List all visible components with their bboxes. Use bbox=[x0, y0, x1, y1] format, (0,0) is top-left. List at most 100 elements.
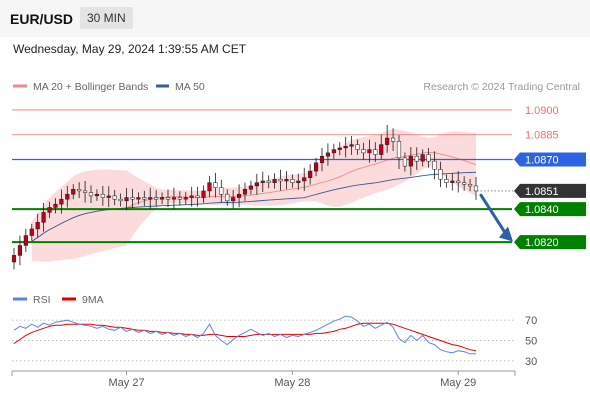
candle-body bbox=[396, 141, 402, 159]
candle-body bbox=[130, 197, 135, 200]
candle-body bbox=[59, 198, 64, 205]
level-label-1.0900: 1.0900 bbox=[525, 105, 559, 117]
candle-body bbox=[254, 182, 259, 187]
level-tag-1.0820 bbox=[514, 235, 586, 250]
rsi-chart: 70 50 30 bbox=[12, 315, 537, 368]
candle-body bbox=[225, 193, 230, 202]
candle-body bbox=[159, 197, 165, 200]
candle-body bbox=[23, 235, 28, 246]
candle-body bbox=[467, 184, 473, 187]
candle-body bbox=[296, 180, 301, 183]
candle-body bbox=[426, 154, 431, 162]
candle-body bbox=[308, 170, 313, 178]
candle-body bbox=[325, 152, 331, 157]
header-bar: EUR/USD 30 MIN bbox=[0, 0, 590, 37]
candle-body bbox=[41, 212, 46, 223]
candle-body bbox=[213, 182, 218, 188]
forecast-arrow-shaft bbox=[479, 193, 507, 235]
x-tick-label-May 27: May 27 bbox=[108, 377, 144, 389]
rsi-tick-30: 30 bbox=[525, 356, 537, 368]
candle-body bbox=[148, 197, 153, 200]
rsi-tick-70: 70 bbox=[525, 315, 537, 327]
rsi-tick-50: 50 bbox=[525, 336, 537, 348]
price-chart: 1.0900 1.0885 1.0870 1.0851 1.0840 1.0820 bbox=[11, 105, 586, 270]
legend-label-rsi: RSI bbox=[33, 294, 51, 306]
candle-body bbox=[124, 197, 129, 202]
candle-body bbox=[319, 155, 325, 164]
level-label-1.0870: 1.0870 bbox=[525, 155, 559, 167]
candle-body bbox=[444, 179, 449, 183]
datetime-label: Wednesday, May 29, 2024 1:39:55 AM CET bbox=[13, 42, 247, 56]
candle-body bbox=[438, 169, 443, 180]
level-tag-1.0851 bbox=[514, 183, 586, 198]
candle-body bbox=[236, 193, 242, 198]
candle-body bbox=[355, 144, 360, 150]
candle-body bbox=[331, 149, 336, 154]
symbol-label: EUR/USD bbox=[10, 11, 74, 27]
candle-body bbox=[242, 189, 248, 195]
candle-body bbox=[266, 180, 271, 183]
timeframe-badge[interactable]: 30 MIN bbox=[80, 7, 133, 29]
candle-body bbox=[367, 149, 372, 154]
level-tag-1.0870 bbox=[514, 152, 586, 167]
candle-body bbox=[379, 144, 384, 155]
x-tick-label-May 28: May 28 bbox=[274, 377, 310, 389]
forecast-arrow-head bbox=[499, 226, 513, 242]
legend-swatch-9ma bbox=[62, 297, 76, 301]
candle-body bbox=[456, 180, 461, 183]
watermark: Research © 2024 Trading Central bbox=[423, 81, 580, 93]
candle-body bbox=[361, 149, 366, 154]
candle-body bbox=[171, 197, 177, 200]
candle-body bbox=[47, 207, 52, 213]
candle-body bbox=[231, 197, 236, 202]
candle-body bbox=[82, 190, 88, 193]
level-label-1.0851: 1.0851 bbox=[525, 186, 559, 198]
rsi-9ma-line bbox=[13, 322, 477, 352]
candle-body bbox=[278, 179, 283, 182]
candle-body bbox=[207, 182, 212, 192]
candle-body bbox=[112, 195, 117, 200]
legend-label-9ma: 9MA bbox=[82, 294, 104, 306]
legend-label-ma50: MA 50 bbox=[175, 81, 205, 93]
candle-body bbox=[100, 193, 105, 198]
candle-body bbox=[420, 154, 425, 162]
candle-body bbox=[88, 192, 94, 197]
legend-swatch-rsi bbox=[13, 297, 27, 301]
rsi-line bbox=[13, 315, 476, 355]
legend-swatch-bollinger bbox=[13, 84, 27, 88]
level-tag-1.0840 bbox=[514, 202, 586, 217]
legend-label-bollinger: MA 20 + Bollinger Bands bbox=[33, 81, 148, 93]
candle-body bbox=[349, 144, 354, 147]
level-label-1.0885: 1.0885 bbox=[525, 130, 559, 142]
candle-body bbox=[450, 180, 455, 183]
level-label-1.0820: 1.0820 bbox=[525, 237, 559, 249]
candle-body bbox=[189, 195, 194, 198]
candle-body bbox=[219, 187, 224, 195]
candle-body bbox=[154, 197, 159, 200]
candle-body bbox=[432, 160, 437, 170]
candle-body bbox=[195, 195, 200, 198]
candle-body bbox=[385, 137, 390, 145]
candle-body bbox=[11, 255, 17, 263]
candle-body bbox=[284, 179, 289, 182]
candle-body bbox=[473, 185, 479, 192]
candle-body bbox=[142, 197, 147, 200]
candle-body bbox=[106, 195, 111, 198]
candle-body bbox=[343, 146, 348, 149]
candle-body bbox=[71, 189, 76, 195]
candle-body bbox=[302, 177, 307, 182]
candle-body bbox=[373, 149, 378, 155]
candle-body bbox=[29, 228, 34, 236]
candle-body bbox=[53, 203, 58, 208]
candle-body bbox=[118, 198, 123, 202]
candle-body bbox=[183, 197, 188, 200]
candle-body bbox=[408, 155, 413, 167]
candle-body bbox=[272, 179, 277, 183]
candle-body bbox=[77, 189, 82, 192]
candle-body bbox=[165, 197, 171, 200]
candle-body bbox=[290, 179, 295, 183]
candle-body bbox=[177, 197, 182, 200]
legend-swatch-ma50 bbox=[156, 84, 169, 88]
candle-body bbox=[136, 197, 141, 200]
